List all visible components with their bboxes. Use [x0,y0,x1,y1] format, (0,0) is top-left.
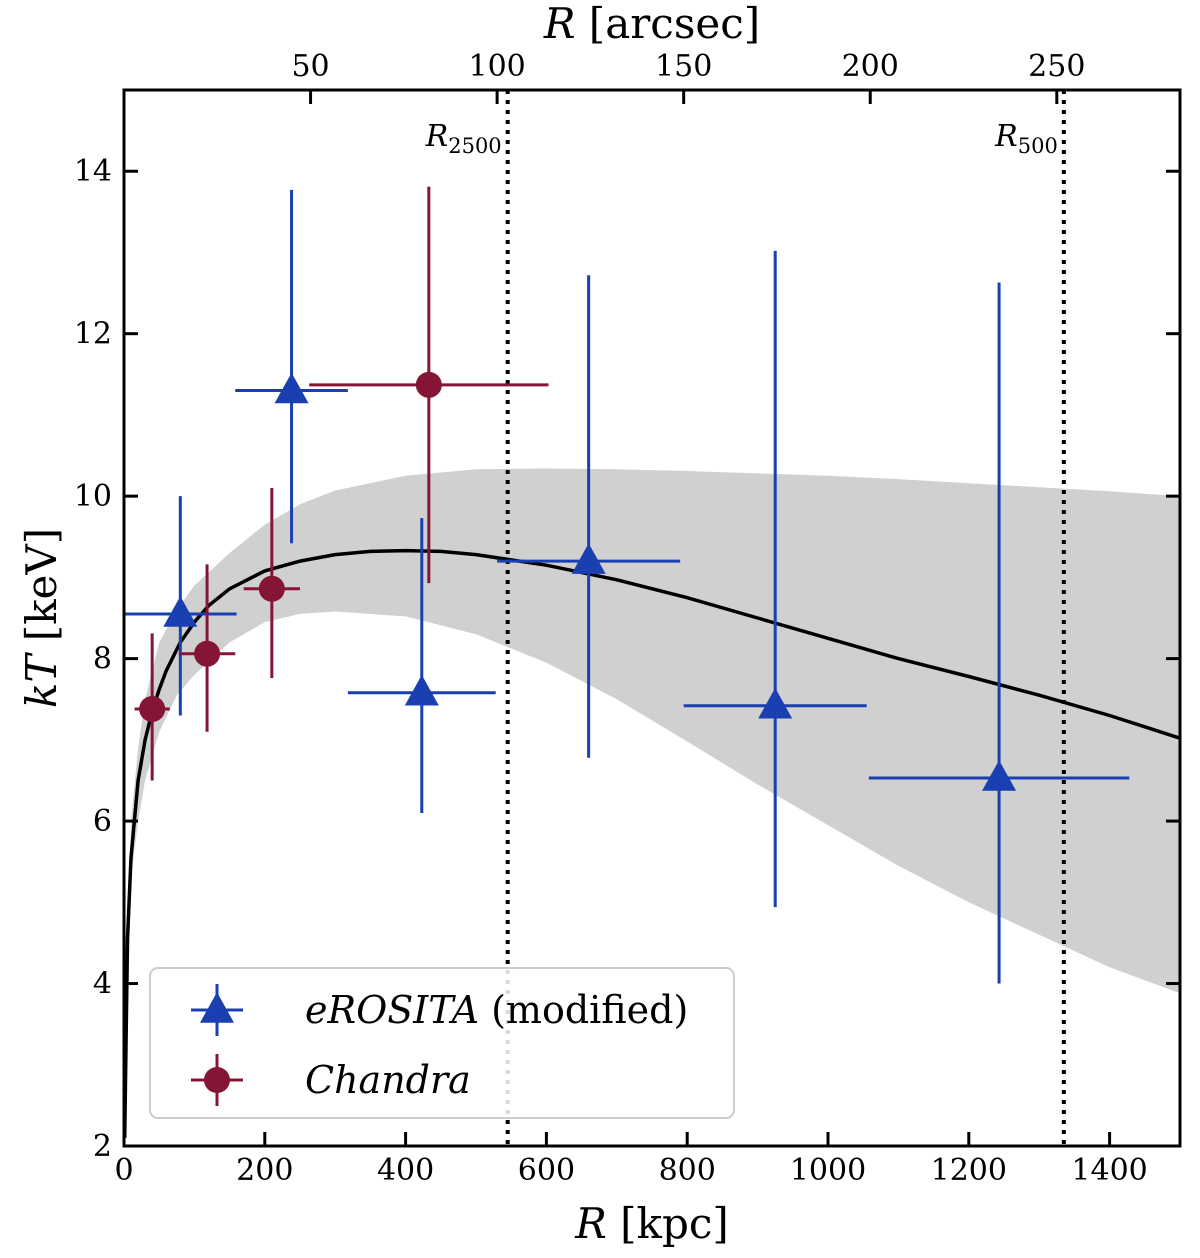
chandra-point-0 [139,695,166,722]
erosita-point-5 [982,760,1017,791]
x-tick-label-1000: 1000 [790,1153,866,1188]
y-tick-label-10: 10 [74,479,112,514]
erosita-point-4 [758,687,793,719]
y-tick-label-14: 14 [74,154,112,189]
top-tick-label-100: 100 [468,49,525,84]
axes-frame [122,88,1182,1148]
y-tick-label-12: 12 [74,317,112,352]
series-erosita [124,189,1130,984]
confidence-band-area [124,468,1180,1146]
y-tick-label-8: 8 [93,642,112,677]
vline-label-500: R500 [994,119,1058,158]
y-tick-label-4: 4 [93,967,112,1002]
erosita-point-1 [274,372,309,404]
chandra-point-1 [194,640,221,667]
legend-label-0: eROSITA (modified) [305,988,688,1032]
legend-box [149,967,735,1119]
confidence-band [124,468,1180,1146]
x-tick-label-600: 600 [518,1153,575,1188]
legend-marker-0 [200,992,234,1023]
x-axis-title: R [kpc] [574,1199,729,1248]
top-tick-label-200: 200 [842,49,899,84]
top-tick-label-50: 50 [291,49,329,84]
y-axis-title: kT [keV] [17,528,66,708]
top-axis-title: R [arcsec] [543,0,760,48]
x-tick-label-800: 800 [659,1153,716,1188]
top-tick-label-250: 250 [1028,49,1085,84]
top-tick-label-150: 150 [655,49,712,84]
legend: eROSITA (modified) Chandra [149,967,735,1119]
legend-label-1: Chandra [305,1058,471,1102]
x-tick-label-400: 400 [377,1153,434,1188]
legend-marker-1 [204,1067,230,1093]
x-tick-label-1200: 1200 [931,1153,1007,1188]
data-series [124,186,1130,984]
erosita-point-2 [404,674,439,706]
erosita-point-3 [571,543,606,574]
vline-label-2500: R2500 [425,119,502,158]
series-chandra [134,186,549,781]
plot-frame [122,88,1182,1148]
y-tick-label-6: 6 [93,804,112,839]
y-tick-label-2: 2 [93,1129,112,1164]
axis-ticks: 0 200 400 600 800 1000 1200 1400 2 4 6 8 10 12 14 50 100… [74,49,1180,1188]
erosita-point-0 [163,596,198,627]
x-tick-label-200: 200 [236,1153,293,1188]
chandra-point-2 [258,575,285,602]
x-tick-label-1400: 1400 [1071,1153,1147,1188]
chandra-point-3 [415,371,442,398]
x-tick-label-0: 0 [114,1153,133,1188]
